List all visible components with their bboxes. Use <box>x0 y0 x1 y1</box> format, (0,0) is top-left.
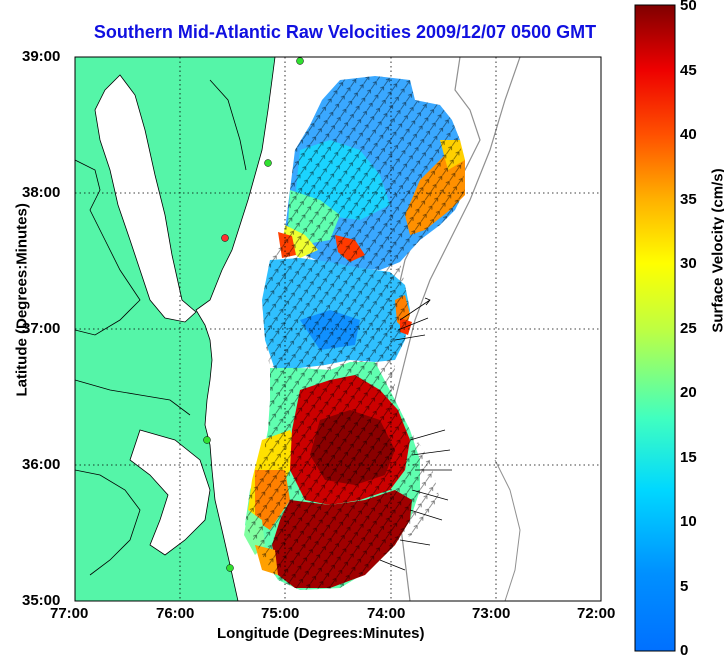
colorbar-label: Surface Velocity (cm/s) <box>709 168 724 333</box>
x-axis-label: Longitude (Degrees:Minutes) <box>217 625 425 642</box>
x-tick-label: 76:00 <box>156 605 195 622</box>
colorbar <box>634 4 676 652</box>
grid-lines <box>75 57 601 601</box>
y-tick-label: 39:00 <box>22 48 61 65</box>
colorbar-tick-label: 30 <box>680 255 697 272</box>
x-tick-label: 72:00 <box>577 605 616 622</box>
colorbar-tick-label: 35 <box>680 191 697 208</box>
colorbar-tick-label: 20 <box>680 384 697 401</box>
x-tick-label: 75:00 <box>261 605 300 622</box>
x-tick-label: 73:00 <box>472 605 511 622</box>
colorbar-tick-label: 15 <box>680 449 697 466</box>
map-title: Southern Mid-Atlantic Raw Velocities 200… <box>93 22 597 42</box>
colorbar-tick-label: 10 <box>680 513 697 530</box>
colorbar-tick-label: 0 <box>680 642 689 659</box>
x-tick-label: 77:00 <box>50 605 89 622</box>
hf-radar-stations <box>203 57 304 572</box>
colorbar-tick-label: 45 <box>680 62 697 79</box>
y-tick-label: 36:00 <box>22 456 61 473</box>
y-tick-label: 37:00 <box>22 320 61 337</box>
colorbar-tick-label: 25 <box>680 320 697 337</box>
colorbar-tick-label: 50 <box>680 0 697 14</box>
velocity-field <box>244 76 465 590</box>
x-tick-label: 74:00 <box>367 605 406 622</box>
pamlico-sound <box>129 429 211 556</box>
y-tick-label: 38:00 <box>22 184 61 201</box>
plot-frame <box>74 56 602 602</box>
chesapeake-bay <box>94 74 197 323</box>
y-tick-label: 35:00 <box>22 592 61 609</box>
y-axis-label: Latitude (Degrees:Minutes) <box>13 203 31 397</box>
colorbar-tick-label: 5 <box>680 578 689 595</box>
colorbar-tick-label: 40 <box>680 126 697 143</box>
